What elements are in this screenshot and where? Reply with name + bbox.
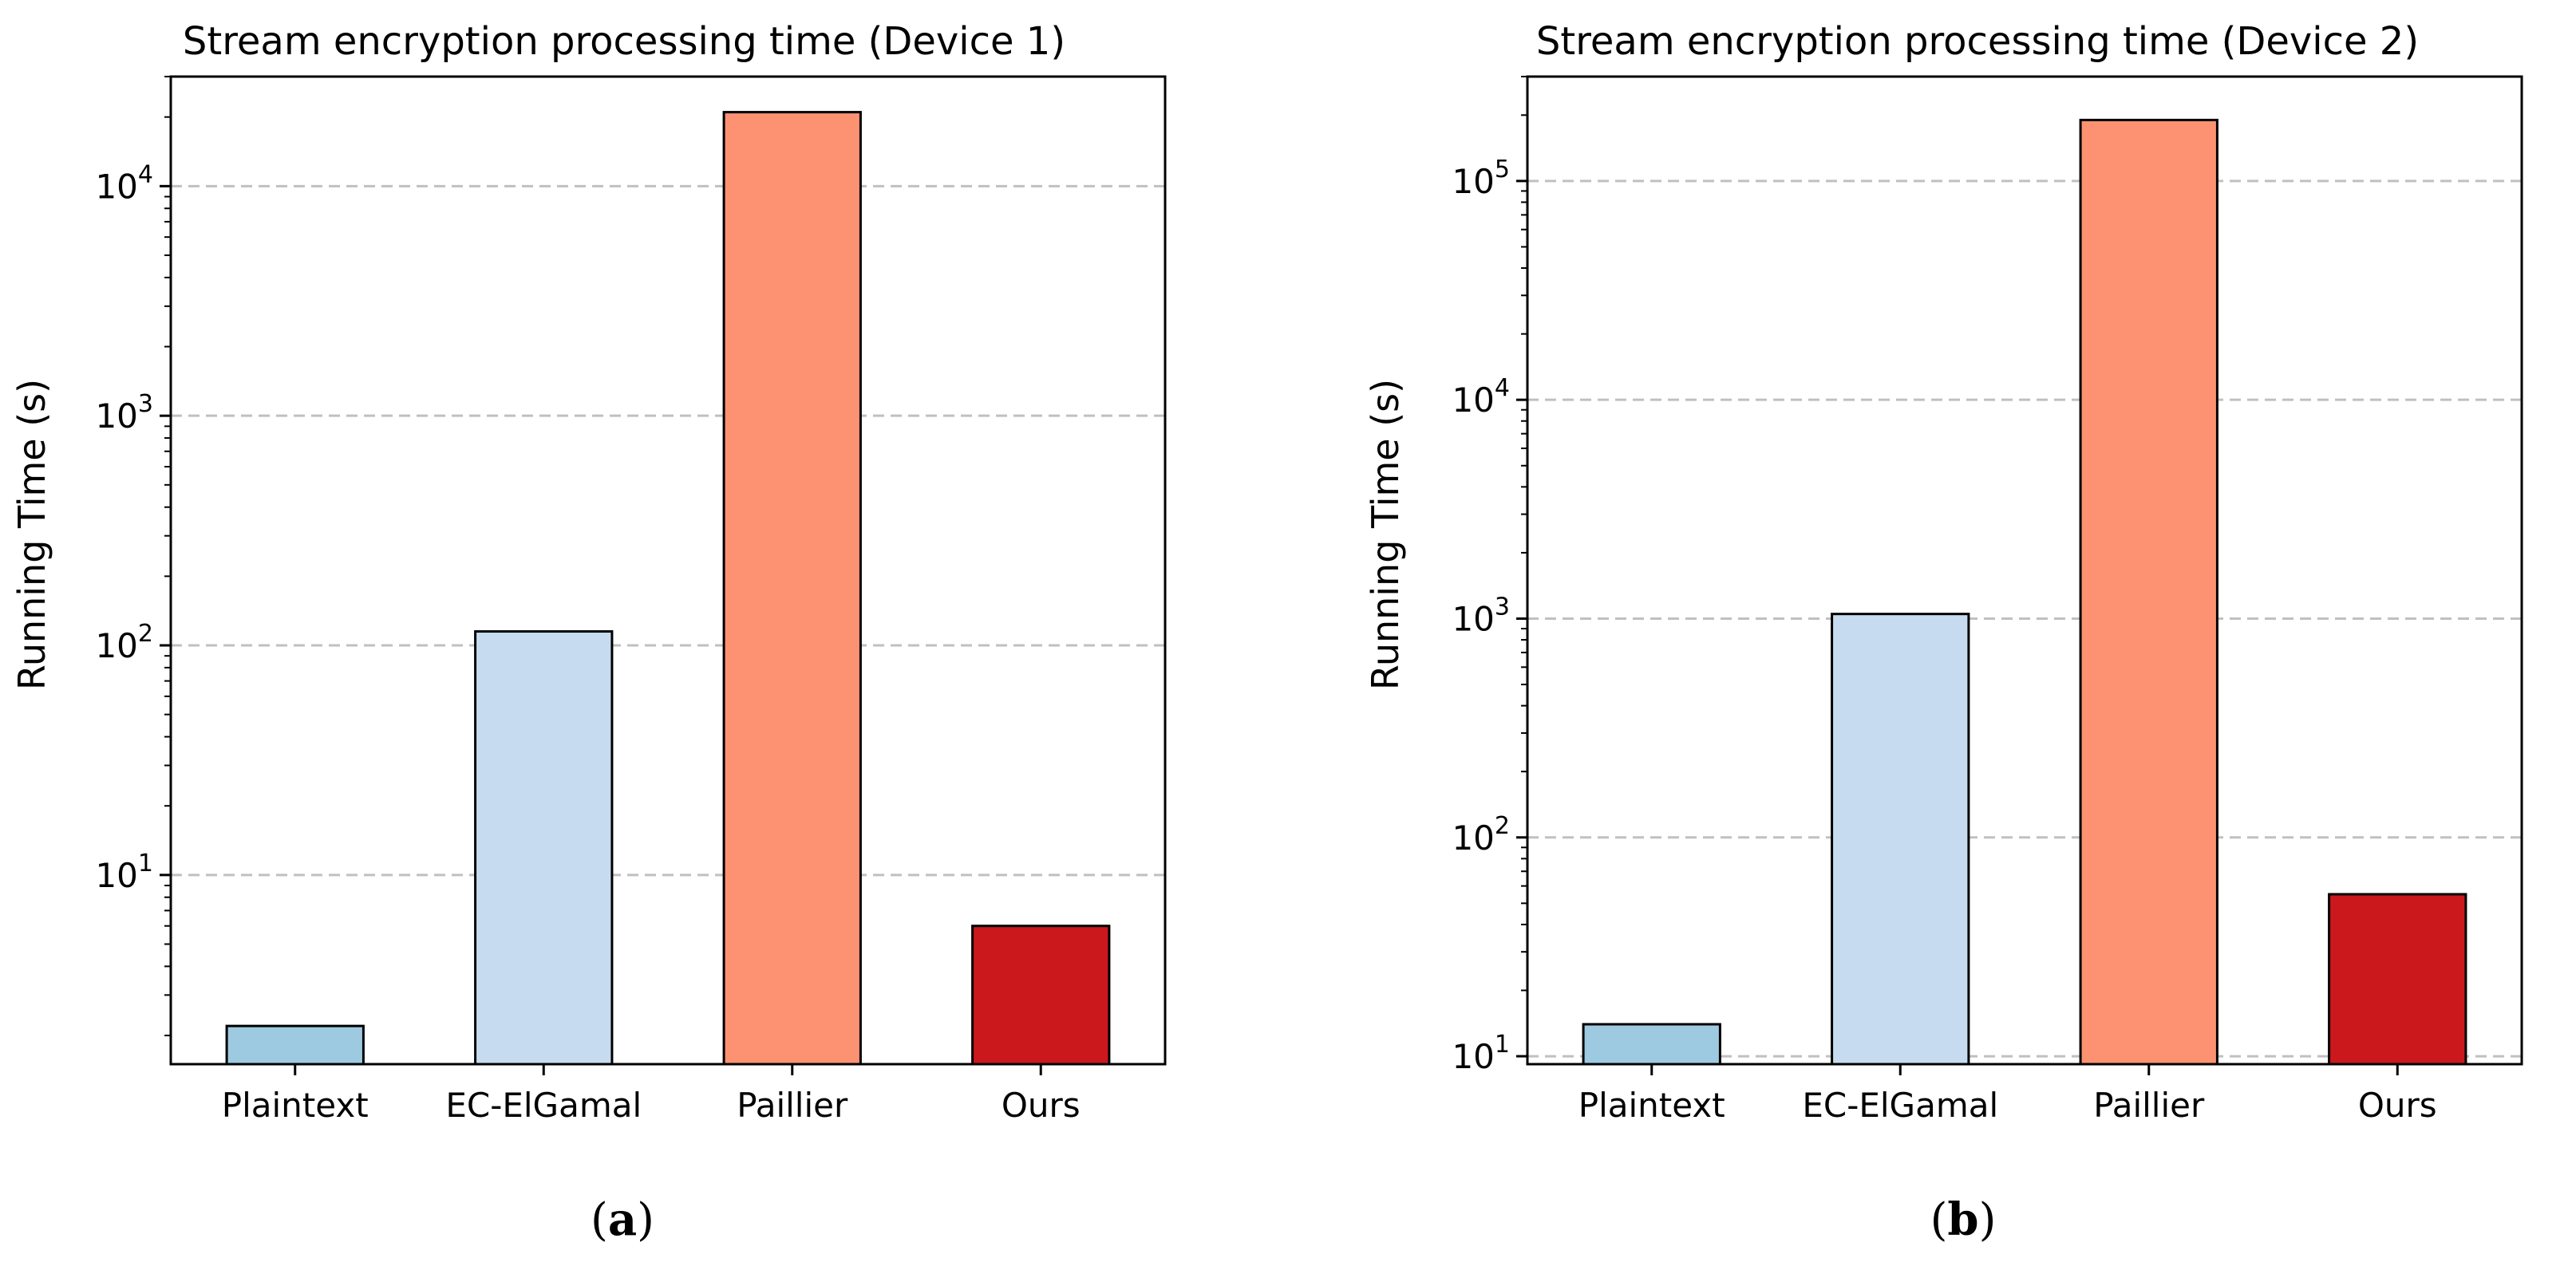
panel-letter-b: b xyxy=(1947,1193,1978,1246)
y-axis-label-a: Running Time (s) xyxy=(10,379,53,690)
plot-frame-a xyxy=(169,75,1167,1066)
x-tick-label-a-2: Paillier xyxy=(737,1086,848,1125)
bar-b-paillier xyxy=(2079,118,2218,1066)
panel-letter-a: a xyxy=(608,1193,637,1246)
y-tick-label-b-0: 101 xyxy=(1452,1031,1510,1076)
bar-b-ec-elgamal xyxy=(1831,613,1970,1066)
y-ticks-b: 101 102 103 104 105 xyxy=(1452,76,1527,1076)
y-tick-label-b-3: 104 xyxy=(1452,374,1510,420)
y-tick-label-b-2: 103 xyxy=(1452,593,1510,638)
x-ticks-a: Plaintext EC-ElGamal Paillier Ours xyxy=(222,1064,1081,1125)
y-tick-label-a-0: 101 xyxy=(95,850,153,895)
bar-b-plaintext xyxy=(1582,1023,1721,1066)
y-tick-label-a-1: 102 xyxy=(95,620,153,665)
chart-title-b: Stream encryption processing time (Devic… xyxy=(1536,19,2419,64)
bar-a-ours xyxy=(971,925,1111,1066)
x-tick-label-a-3: Ours xyxy=(1002,1086,1081,1125)
panel-label-b: (b) xyxy=(1930,1193,1997,1246)
panel-a: Stream encryption processing time (Devic… xyxy=(10,19,1167,1246)
bar-a-plaintext xyxy=(225,1024,365,1066)
x-tick-label-a-0: Plaintext xyxy=(222,1086,369,1125)
x-tick-label-b-1: EC-ElGamal xyxy=(1802,1086,1998,1125)
x-ticks-b: Plaintext EC-ElGamal Paillier Ours xyxy=(1578,1064,2437,1125)
chart-title-a: Stream encryption processing time (Devic… xyxy=(183,19,1065,64)
y-tick-label-b-1: 102 xyxy=(1452,812,1510,858)
y-tick-label-a-2: 103 xyxy=(95,390,153,436)
y-tick-label-a-3: 104 xyxy=(95,160,153,206)
plot-frame-b xyxy=(1526,75,2523,1066)
x-tick-label-a-1: EC-ElGamal xyxy=(445,1086,642,1125)
panel-label-a: (a) xyxy=(591,1193,654,1246)
y-tick-label-b-4: 105 xyxy=(1452,156,1510,201)
panel-b: Stream encryption processing time (Devic… xyxy=(1364,19,2523,1246)
x-tick-label-b-3: Ours xyxy=(2358,1086,2437,1125)
gridlines-a xyxy=(171,184,1165,877)
x-tick-label-b-0: Plaintext xyxy=(1578,1086,1725,1125)
bar-b-ours xyxy=(2328,893,2467,1066)
x-tick-label-b-2: Paillier xyxy=(2093,1086,2205,1125)
bars-b xyxy=(1582,118,2467,1066)
y-ticks-a: 101 102 103 104 xyxy=(95,76,171,1037)
y-axis-label-b: Running Time (s) xyxy=(1364,379,1407,690)
bar-a-ec-elgamal xyxy=(474,630,614,1066)
bar-a-paillier xyxy=(722,111,862,1066)
bars-a xyxy=(225,111,1111,1066)
